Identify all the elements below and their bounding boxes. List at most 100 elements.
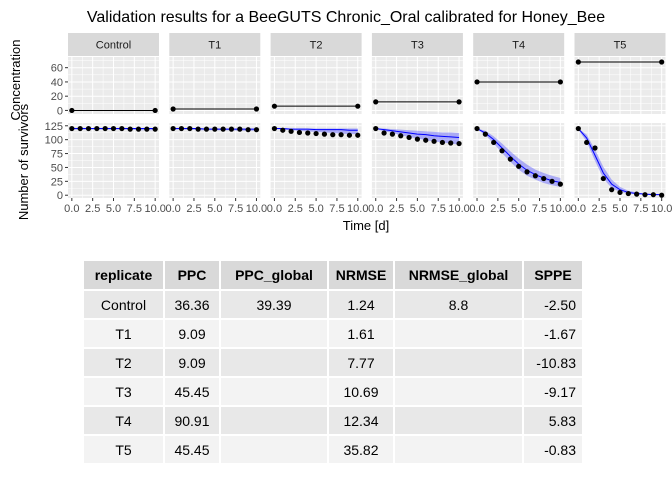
x-tick-label: 2.5	[592, 203, 607, 215]
cell-nrmse-global	[394, 406, 524, 436]
survival-point	[187, 125, 193, 132]
survival-point	[456, 140, 462, 147]
x-tick-label: 0.0	[267, 203, 282, 215]
faceted-validation-chart: Validation results for a BeeGUTS Chronic…	[8, 9, 672, 233]
survival-point	[659, 192, 665, 198]
col-header-nrmse-global: NRMSE_global	[394, 261, 524, 291]
survival-point	[85, 125, 92, 132]
x-tick-label: 7.5	[633, 203, 648, 215]
col-header-replicate: replicate	[84, 261, 165, 291]
x-tick-label: 0.0	[469, 203, 484, 215]
x-tick-label: 5.0	[410, 203, 425, 215]
survival-point	[634, 191, 640, 197]
survival-point	[355, 132, 361, 138]
cell-nrmse: 1.61	[328, 319, 395, 349]
survival-point	[296, 129, 303, 136]
cell-ppc: 36.36	[164, 290, 221, 320]
survival-point	[499, 148, 505, 154]
cell-ppc: 45.45	[164, 435, 221, 465]
x-axis-title: Time [d]	[343, 218, 389, 233]
y-axis-title-concentration: Concentration	[8, 40, 23, 121]
facet-t3: T3 0.0 2.5 5.0 7.5 10.0	[368, 33, 470, 215]
cell-ppc: 45.45	[164, 377, 221, 407]
survival-point	[609, 187, 615, 193]
y-tick-label: 40	[51, 77, 63, 89]
survival-point	[584, 139, 590, 146]
survival-point	[280, 127, 286, 133]
exposure-point	[659, 59, 665, 65]
cell-ppc-global	[220, 406, 329, 436]
survival-point	[600, 175, 606, 182]
cell-sppe: -1.67	[523, 319, 584, 349]
facet-strip	[270, 33, 362, 56]
table-row: T2 9.09 7.77 -10.83	[84, 348, 584, 378]
survival-point	[423, 137, 429, 143]
facet-strip	[574, 33, 666, 56]
survival-point	[245, 127, 251, 133]
y-tick-label: 25	[51, 176, 63, 188]
facet-t1: T1 0.0 2.5 5.0 7.5 10.0	[165, 33, 267, 215]
x-tick-label: 0.0	[64, 203, 79, 215]
x-tick-label: 10.0	[550, 203, 571, 215]
cell-replicate: T4	[84, 406, 165, 436]
prediction-band	[578, 128, 662, 196]
cell-replicate: T5	[84, 435, 165, 465]
x-tick-label: 7.5	[431, 203, 446, 215]
cell-ppc: 9.09	[164, 319, 221, 349]
col-header-ppc-global: PPC_global	[220, 261, 329, 291]
cell-nrmse-global	[394, 377, 524, 407]
col-header-ppc: PPC	[164, 261, 221, 291]
y-tick-label: 60	[51, 63, 63, 75]
survival-point	[346, 132, 353, 138]
survival-point	[557, 181, 563, 187]
x-tick-label: 2.5	[288, 203, 303, 215]
cell-ppc-global	[220, 377, 329, 407]
prediction-median-line	[577, 128, 662, 196]
x-tick-label: 5.0	[308, 203, 323, 215]
y-tick-label: 75	[51, 149, 63, 161]
survival-point	[532, 173, 538, 179]
validation-table: replicate PPC PPC_global NRMSE NRMSE_glo…	[84, 261, 584, 465]
survival-point	[549, 178, 555, 184]
survival-point	[271, 125, 278, 132]
survival-point	[152, 126, 158, 132]
facet-t4: T4 0.0 2.5 5.0 7.5 10.0	[469, 33, 571, 215]
facet-strip-label: T4	[512, 40, 525, 52]
survival-point	[144, 126, 150, 132]
survival-point	[650, 192, 656, 198]
x-tick-label: 2.5	[85, 203, 100, 215]
facet-strip-label: T2	[310, 40, 323, 52]
survival-point	[592, 145, 598, 151]
exposure-point	[575, 59, 581, 65]
survival-point	[135, 126, 142, 132]
survival-point	[228, 126, 235, 132]
y-tick-label: 100	[45, 135, 63, 147]
cell-ppc-global	[220, 348, 329, 378]
survival-point	[431, 138, 437, 144]
survival-point	[516, 163, 522, 169]
x-tick-label: 10.0	[144, 203, 165, 215]
table-row: T5 45.45 35.82 -0.83	[84, 435, 584, 465]
survival-point	[439, 139, 445, 146]
cell-nrmse-global	[394, 348, 524, 378]
exposure-point	[271, 103, 278, 109]
survival-point	[127, 126, 133, 132]
x-tick-label: 10.0	[448, 203, 469, 215]
survival-point	[381, 130, 387, 136]
exposure-point	[474, 79, 480, 85]
x-tick-label: 5.0	[207, 203, 222, 215]
cell-sppe: -9.17	[523, 377, 584, 407]
survival-point	[77, 125, 83, 132]
x-tick-label: 10.0	[347, 203, 368, 215]
table-row: T1 9.09 1.61 -1.67	[84, 319, 584, 349]
exposure-point	[69, 107, 75, 114]
facet-t2: T2 0.0 2.5 5.0 7.5 10.0	[267, 33, 368, 215]
cell-nrmse: 12.34	[328, 406, 395, 436]
survival-point	[102, 125, 108, 132]
cell-sppe: -10.83	[523, 348, 584, 378]
cell-nrmse: 7.77	[328, 348, 395, 378]
cell-nrmse-global	[394, 319, 524, 349]
chart-title: Validation results for a BeeGUTS Chronic…	[87, 9, 605, 26]
cell-ppc-global: 39.39	[220, 290, 329, 320]
exposure-point	[456, 99, 462, 105]
